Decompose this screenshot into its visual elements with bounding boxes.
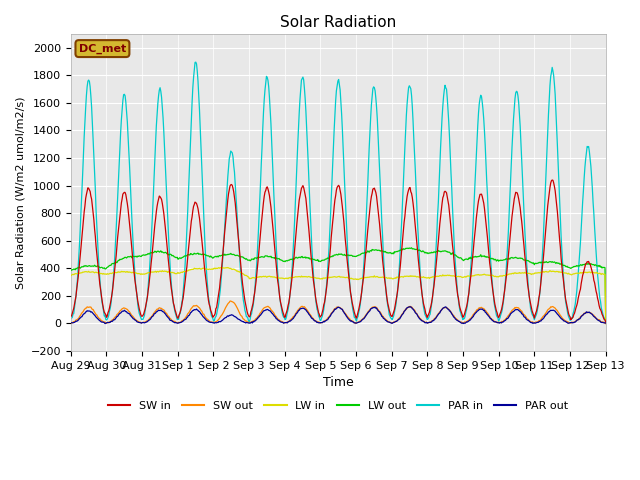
X-axis label: Time: Time	[323, 376, 354, 389]
Text: DC_met: DC_met	[79, 44, 126, 54]
Title: Solar Radiation: Solar Radiation	[280, 15, 396, 30]
Y-axis label: Solar Radiation (W/m2 umol/m2/s): Solar Radiation (W/m2 umol/m2/s)	[15, 96, 25, 288]
Legend: SW in, SW out, LW in, LW out, PAR in, PAR out: SW in, SW out, LW in, LW out, PAR in, PA…	[104, 396, 573, 415]
